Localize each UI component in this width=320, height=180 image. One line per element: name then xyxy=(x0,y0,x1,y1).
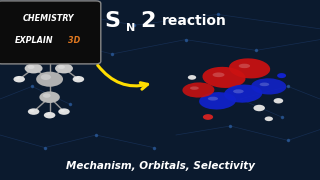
Ellipse shape xyxy=(203,67,245,88)
Circle shape xyxy=(68,51,79,57)
Circle shape xyxy=(13,76,25,82)
Ellipse shape xyxy=(208,97,218,101)
Circle shape xyxy=(30,109,34,112)
Ellipse shape xyxy=(233,89,244,93)
Ellipse shape xyxy=(212,72,225,77)
Circle shape xyxy=(75,77,79,80)
Ellipse shape xyxy=(251,78,286,94)
Ellipse shape xyxy=(260,83,269,86)
Text: 2: 2 xyxy=(140,11,156,31)
Circle shape xyxy=(36,72,63,87)
Text: 3D: 3D xyxy=(68,36,81,45)
Text: Mechanism, Orbitals, Selectivity: Mechanism, Orbitals, Selectivity xyxy=(66,161,254,171)
Circle shape xyxy=(28,65,35,69)
Circle shape xyxy=(28,108,39,115)
Circle shape xyxy=(277,73,286,78)
Ellipse shape xyxy=(239,64,250,68)
Text: N: N xyxy=(126,23,136,33)
Circle shape xyxy=(58,108,70,115)
Circle shape xyxy=(41,74,51,80)
Ellipse shape xyxy=(224,85,262,103)
Circle shape xyxy=(55,63,73,73)
Circle shape xyxy=(274,98,283,104)
Text: reaction: reaction xyxy=(162,14,227,28)
Ellipse shape xyxy=(190,86,199,90)
Text: S: S xyxy=(104,11,120,31)
Circle shape xyxy=(46,113,50,116)
Circle shape xyxy=(15,77,20,80)
Circle shape xyxy=(188,75,196,80)
Ellipse shape xyxy=(182,82,214,98)
Circle shape xyxy=(265,116,273,121)
Circle shape xyxy=(18,51,30,57)
Text: CHEMISTRY: CHEMISTRY xyxy=(23,14,74,23)
Circle shape xyxy=(42,46,51,51)
FancyBboxPatch shape xyxy=(0,1,101,64)
Circle shape xyxy=(39,91,60,103)
Circle shape xyxy=(70,52,74,54)
Circle shape xyxy=(58,65,65,69)
Text: EXPLAIN: EXPLAIN xyxy=(15,36,54,45)
Circle shape xyxy=(44,112,55,118)
Ellipse shape xyxy=(229,58,270,78)
Ellipse shape xyxy=(199,92,236,109)
Circle shape xyxy=(253,105,265,111)
Circle shape xyxy=(25,63,43,73)
Circle shape xyxy=(73,76,84,82)
Circle shape xyxy=(203,114,213,120)
Circle shape xyxy=(60,109,65,112)
Circle shape xyxy=(38,44,61,57)
Circle shape xyxy=(20,52,25,54)
Circle shape xyxy=(43,93,51,98)
